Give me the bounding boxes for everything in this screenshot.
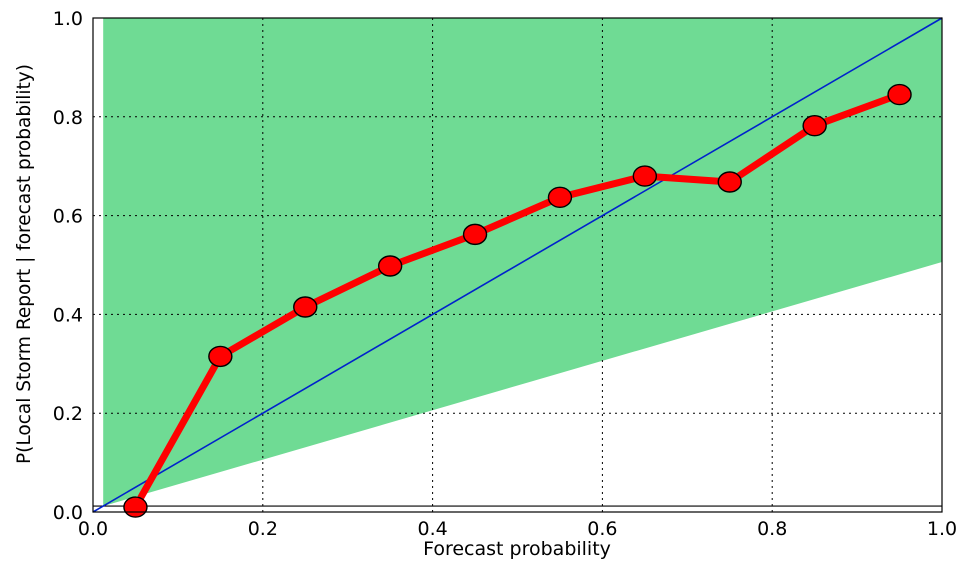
x-tick-label: 0.8 bbox=[757, 518, 787, 540]
data-point bbox=[208, 345, 233, 368]
x-tick-label: 1.0 bbox=[927, 518, 957, 540]
series-line bbox=[132, 91, 901, 509]
y-tick-label: 0.0 bbox=[53, 502, 83, 524]
data-point bbox=[462, 223, 488, 246]
y-tick-label: 0.2 bbox=[53, 403, 83, 425]
data-points bbox=[123, 83, 912, 518]
y-tick-label: 0.8 bbox=[53, 107, 83, 129]
y-tick-label: 0.6 bbox=[53, 206, 83, 228]
data-point bbox=[377, 255, 403, 277]
data-point bbox=[123, 496, 148, 518]
data-point bbox=[887, 83, 912, 106]
y-tick-label: 0.4 bbox=[53, 304, 83, 326]
x-tick-label: 0.2 bbox=[248, 518, 278, 540]
x-tick-label: 0.4 bbox=[417, 518, 447, 540]
data-point bbox=[717, 171, 742, 193]
grid bbox=[93, 18, 942, 512]
y-axis-label: P(Local Storm Report | forecast probabil… bbox=[13, 64, 35, 464]
data-point bbox=[802, 114, 827, 137]
x-axis-label: Forecast probability bbox=[423, 538, 611, 560]
x-tick-label: 0.0 bbox=[78, 518, 108, 540]
data-point bbox=[547, 186, 573, 209]
y-tick-label: 1.0 bbox=[53, 8, 83, 30]
y-axis-ticks: 0.0 0.2 0.4 0.6 0.8 1.0 bbox=[53, 8, 83, 524]
data-point bbox=[293, 296, 318, 318]
x-tick-label: 0.6 bbox=[587, 518, 617, 540]
plot-frame bbox=[92, 17, 943, 513]
perfect-reliability-line bbox=[92, 17, 943, 513]
data-point bbox=[632, 165, 658, 187]
x-axis-ticks: 0.0 0.2 0.4 0.6 0.8 1.0 bbox=[78, 518, 957, 540]
